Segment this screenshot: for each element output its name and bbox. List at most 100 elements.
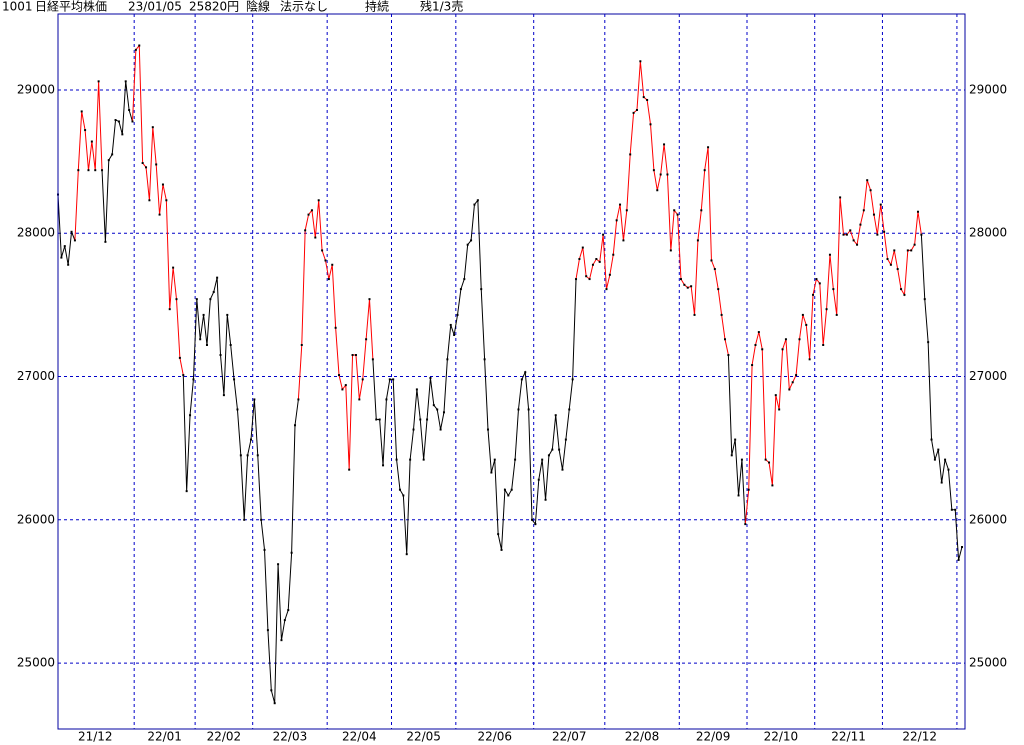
price-dot [222,394,225,397]
price-dot [774,394,777,397]
price-dot [409,458,412,461]
price-dot [663,143,666,146]
price-dot [517,408,520,411]
price-dot [392,378,395,381]
header-text: 23/01/05 [128,0,182,14]
price-dot [696,239,699,242]
price-dot [476,199,479,202]
price-dot [334,326,337,329]
price-dot [591,263,594,266]
price-dot [920,233,923,236]
price-dot [896,268,899,271]
price-dot [141,162,144,165]
price-dot [310,209,313,212]
price-dot [432,404,435,407]
price-dot [94,169,97,172]
price-dot [585,275,588,278]
price-line [131,44,184,376]
price-dot [388,378,391,381]
header-text: 日経平均株価 [35,0,107,14]
price-dot [161,183,164,186]
price-dot [900,288,903,291]
price-dot [283,619,286,622]
price-dot [828,253,831,256]
y-tick-label: 28000 [17,226,55,240]
price-dot [761,348,764,351]
price-dot [805,323,808,326]
price-dot [466,243,469,246]
price-dot [791,381,794,384]
price-dot [297,398,300,401]
price-dot [151,126,154,129]
price-dot [778,408,781,411]
price-dot [927,341,930,344]
price-dot [842,233,845,236]
y-tick-label: 25000 [17,656,55,670]
price-dot [795,374,798,377]
price-dot [148,199,151,202]
price-dot [883,230,886,233]
price-dot [933,458,936,461]
price-dot [205,343,208,346]
price-dot [361,378,364,381]
price-dot [510,488,513,491]
price-dot [375,418,378,421]
price-dot [619,203,622,206]
price-dot [70,230,73,233]
price-dot [673,209,676,212]
price-dot [273,702,276,705]
price-dot [419,418,422,421]
y-tick-label: 27000 [17,369,55,383]
price-dot [700,209,703,212]
price-dot [73,239,76,242]
price-line [57,194,76,265]
price-dot [280,639,283,642]
y-tick-label-right: 27000 [969,369,1007,383]
price-dot [117,120,120,123]
price-dot [300,343,303,346]
header-text: 1001 [2,0,33,14]
price-dot [60,256,63,259]
price-dot [751,364,754,367]
price-dot [730,454,733,457]
price-dot [507,494,510,497]
price-dot [514,458,517,461]
price-dot [961,546,963,549]
price-dot [290,551,293,554]
price-dot [845,233,848,236]
price-dot [270,689,273,692]
price-dot [199,338,202,341]
price-dot [832,288,835,291]
price-dot [155,163,158,166]
price-dot [124,80,127,83]
price-dot [453,333,456,336]
price-dot [77,169,80,172]
price-dot [602,233,605,236]
y-tick-label-right: 29000 [969,82,1007,96]
price-dot [185,490,188,493]
price-dot [104,240,107,243]
price-dot [145,166,148,169]
x-tick-label: 22/01 [147,730,182,744]
price-dot [101,169,104,172]
price-dot [436,408,439,411]
price-dot [239,454,242,457]
price-dot [923,298,926,301]
x-tick-label: 22/10 [764,730,799,744]
price-dot [784,338,787,341]
price-dot [551,448,554,451]
price-dot [331,263,334,266]
price-dot [229,343,232,346]
price-dot [219,354,222,357]
price-dot [233,378,236,381]
price-dot [818,282,821,285]
price-dot [737,494,740,497]
price-dot [314,236,317,239]
header-text: 陰線 [246,0,270,14]
price-dot [679,278,682,281]
price-dot [266,629,269,632]
price-dot [172,266,175,269]
price-dot [744,523,747,526]
x-tick-label: 22/07 [552,730,587,744]
price-dot [327,278,330,281]
